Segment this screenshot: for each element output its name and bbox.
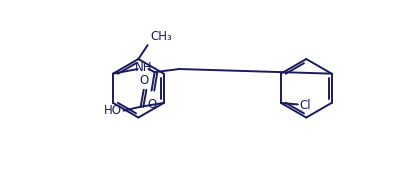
Text: NH: NH [135,61,152,74]
Text: Cl: Cl [299,99,311,112]
Text: O: O [140,74,149,87]
Text: CH₃: CH₃ [150,30,172,43]
Text: HO: HO [104,104,122,117]
Text: O: O [148,98,157,111]
